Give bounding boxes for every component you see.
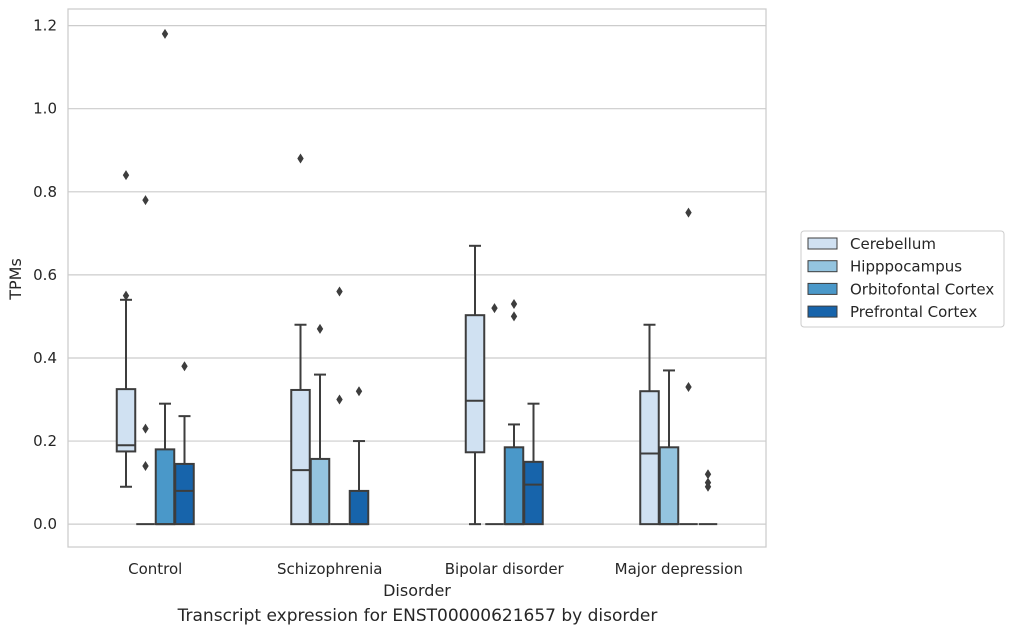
legend-label: Hipppocampus <box>850 258 962 276</box>
legend-label: Prefrontal Cortex <box>850 303 977 321</box>
outlier-point <box>704 469 712 480</box>
box-group <box>503 298 525 526</box>
box <box>523 460 544 526</box>
outlier-point <box>297 153 304 164</box>
box-group <box>115 170 137 488</box>
plot-area-frame <box>67 8 767 548</box>
y-tick-label: 0.8 <box>33 183 57 201</box>
outlier-point <box>122 290 130 301</box>
box-group <box>464 244 486 526</box>
chart-caption: Transcript expression for ENST0000062165… <box>177 606 658 626</box>
box <box>658 446 680 526</box>
outlier-point <box>704 481 712 492</box>
box-group <box>154 28 176 526</box>
box <box>174 462 195 526</box>
box-group <box>698 469 718 526</box>
y-tick-label: 0.4 <box>33 349 57 367</box>
box-group <box>330 286 349 526</box>
legend-swatch <box>807 282 838 295</box>
box-marks <box>115 28 718 526</box>
x-tick-label: Bipolar disorder <box>445 560 565 578</box>
outlier-point <box>336 394 343 405</box>
y-tick-label: 1.2 <box>33 17 57 35</box>
outlier-point <box>685 207 692 218</box>
box <box>309 457 331 526</box>
box-group <box>658 369 680 526</box>
box <box>639 390 660 526</box>
outlier-point <box>355 386 363 397</box>
x-tick-label: Major depression <box>615 560 743 578</box>
legend: Cerebellum Hipppocampus Orbitofontal Corte… <box>800 230 1005 328</box>
box <box>464 314 486 454</box>
box-group <box>523 402 544 526</box>
legend-label: Orbitofontal Cortex <box>850 280 994 298</box>
box-group <box>639 323 660 526</box>
y-tick-labels: 0.0 0.2 0.4 0.6 0.8 1.0 1.2 <box>33 17 57 534</box>
box-group <box>485 303 504 526</box>
outlier-point <box>142 460 149 471</box>
box <box>154 448 176 526</box>
legend-swatch <box>807 305 838 318</box>
box <box>348 489 370 526</box>
x-tick-labels: Control Schizophrenia Bipolar disorder Majo… <box>128 560 743 578</box>
outlier-point <box>142 423 149 434</box>
outlier-point <box>491 303 498 314</box>
legend-swatch <box>807 237 838 250</box>
y-tick-label: 0.0 <box>33 515 57 533</box>
outlier-point <box>685 382 692 393</box>
box <box>503 446 525 526</box>
box-group <box>679 207 698 526</box>
x-axis-label: Disorder <box>383 581 451 600</box>
outlier-point <box>142 195 149 206</box>
x-tick-label: Control <box>128 560 182 578</box>
y-axis-label: TPMs <box>6 258 25 301</box>
box <box>115 388 137 453</box>
box-group <box>348 386 370 526</box>
box-group <box>290 153 311 526</box>
legend-swatch <box>807 260 838 273</box>
outlier-point <box>336 286 343 297</box>
outlier-point <box>510 298 518 309</box>
legend-label: Cerebellum <box>850 235 936 253</box>
box-group <box>309 323 331 526</box>
x-tick-label: Schizophrenia <box>277 560 382 578</box>
y-tick-label: 0.2 <box>33 432 57 450</box>
box <box>290 388 311 526</box>
y-tick-label: 1.0 <box>33 100 57 118</box>
outlier-point <box>122 170 130 181</box>
outlier-point <box>510 311 518 322</box>
outlier-point <box>316 323 324 334</box>
box-group <box>136 195 155 526</box>
box-group <box>174 361 195 526</box>
outlier-point <box>161 28 169 39</box>
legend-frame <box>800 230 1005 328</box>
outlier-point <box>181 361 188 372</box>
y-tick-label: 0.6 <box>33 266 57 284</box>
